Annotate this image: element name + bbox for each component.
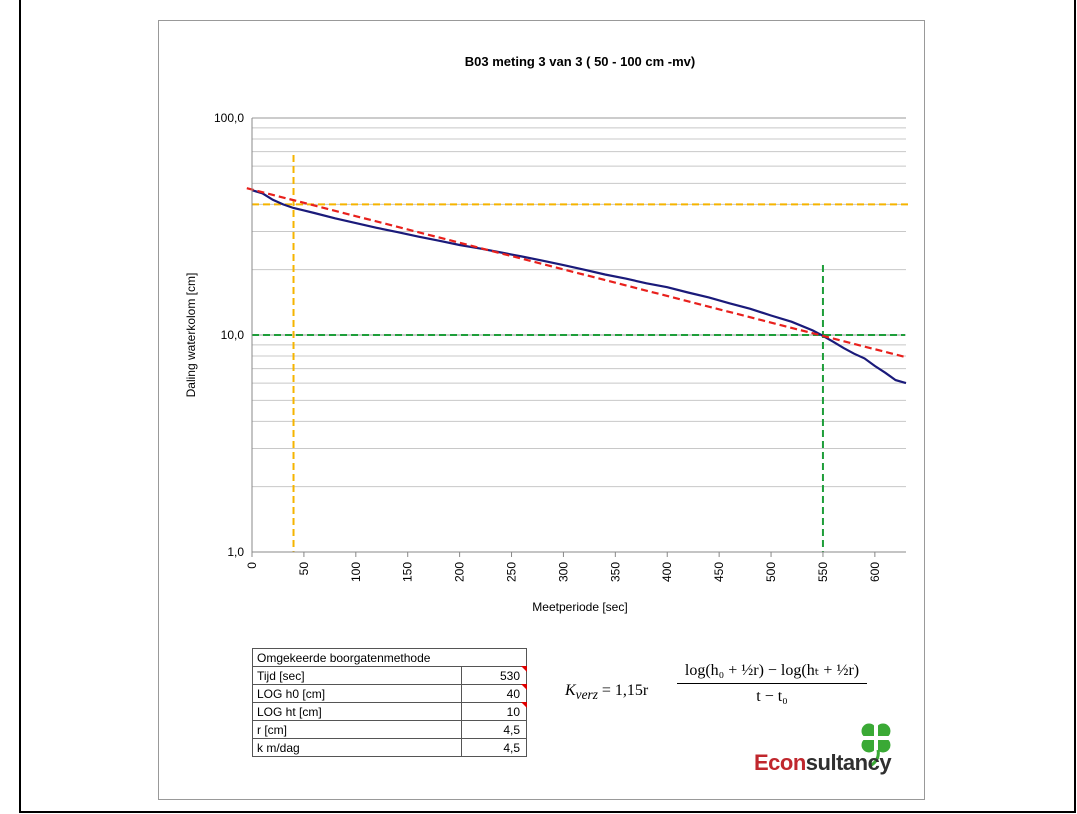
table-value: 40	[461, 684, 527, 703]
chart-panel	[158, 20, 925, 800]
trend-line	[246, 187, 907, 359]
x-tick-label: 600	[868, 562, 882, 582]
y-axis-label: Daling waterkolom [cm]	[184, 273, 198, 398]
econsultancy-logo: Econsultancy	[754, 722, 914, 782]
leaf-petal	[875, 737, 891, 753]
formula-lhs: Kverz = 1,15r	[565, 682, 649, 703]
x-tick-label: 450	[712, 562, 726, 582]
table-row: k m/dag 4,5	[252, 738, 527, 757]
formula-numerator: log(h₀ + ½r) − log(hₜ + ½r)	[684, 662, 860, 679]
table-label: r [cm]	[252, 720, 462, 739]
x-tick-label: 300	[556, 562, 570, 582]
comment-flag-icon	[521, 702, 527, 708]
outer-frame	[19, 0, 1076, 813]
x-tick-label: 500	[764, 562, 778, 582]
table-row: LOG h0 [cm] 40	[252, 684, 527, 703]
x-tick-label: 550	[816, 562, 830, 582]
leaf-petal	[875, 723, 891, 739]
y-tick-labels: 1,0 10,0 100,0	[214, 111, 244, 559]
table-row: Tijd [sec] 530	[252, 666, 527, 685]
table-value: 530	[461, 666, 527, 685]
table-value: 4,5	[461, 720, 527, 739]
table-value: 4,5	[461, 738, 527, 757]
x-tick-label: 400	[660, 562, 674, 582]
chart-series	[246, 187, 907, 385]
y-tick-label: 10,0	[221, 328, 245, 342]
fraction-bar	[677, 683, 867, 684]
leaf-petal	[861, 723, 877, 739]
clover-leaf-icon	[861, 723, 891, 768]
table-header-row: Omgekeerde boorgatenmethode	[252, 648, 527, 667]
x-tick-label: 250	[505, 562, 519, 582]
x-tick-label: 150	[401, 562, 415, 582]
table-value: 10	[461, 702, 527, 721]
y-tick-label: 1,0	[227, 545, 244, 559]
parameters-table: Omgekeerde boorgatenmethode Tijd [sec] 5…	[252, 648, 527, 757]
x-tick-label: 200	[453, 562, 467, 582]
comment-flag-icon	[521, 684, 527, 690]
formula-denominator: t − t₀	[756, 688, 788, 705]
comment-flag-icon	[521, 666, 527, 672]
table-label: k m/dag	[252, 738, 462, 757]
table-label: LOG ht [cm]	[252, 702, 462, 721]
reference-lines	[252, 155, 908, 552]
chart-axes	[251, 118, 906, 557]
x-tick-label: 100	[349, 562, 363, 582]
measurement-line	[251, 189, 907, 385]
logo-text: Econsultancy	[754, 750, 892, 775]
x-tick-label: 50	[297, 562, 311, 576]
x-tick-label: 350	[608, 562, 622, 582]
table-row: r [cm] 4,5	[252, 720, 527, 739]
table-row: LOG ht [cm] 10	[252, 702, 527, 721]
leaf-petal	[861, 737, 877, 753]
leaf-stem	[869, 749, 880, 768]
table-label: LOG h0 [cm]	[252, 684, 462, 703]
table-label: Tijd [sec]	[252, 666, 462, 685]
leaf-gap	[862, 736, 890, 740]
x-tick-label: 0	[245, 562, 259, 569]
table-header: Omgekeerde boorgatenmethode	[252, 648, 527, 667]
y-tick-label: 100,0	[214, 111, 244, 125]
x-tick-labels: 0 50 100 150 200 250 300 350 400 450 500 550 600	[245, 562, 882, 582]
chart-title: B03 meting 3 van 3 ( 50 - 100 cm -mv)	[465, 54, 695, 69]
x-axis-label: Meetperiode [sec]	[532, 600, 627, 614]
formula-fraction: log(h₀ + ½r) − log(hₜ + ½r) t − t₀	[677, 660, 867, 706]
